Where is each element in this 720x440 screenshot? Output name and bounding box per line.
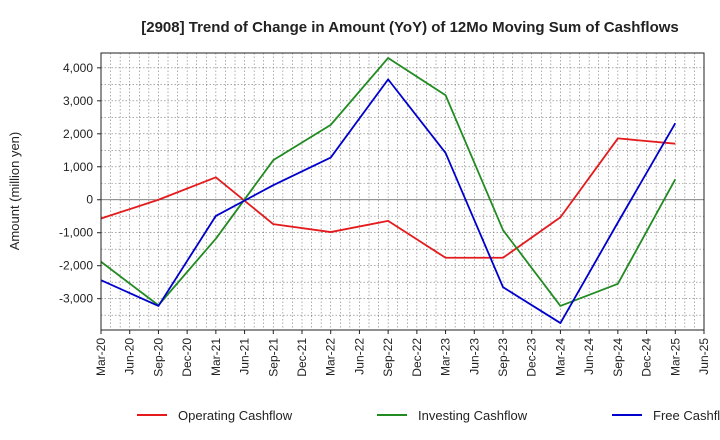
legend-label: Investing Cashflow — [418, 408, 528, 423]
x-tick-label: Jun-21 — [238, 338, 252, 375]
x-tick-label: Jun-25 — [697, 338, 711, 375]
x-tick-label: Dec-24 — [640, 338, 654, 377]
legend-label: Operating Cashflow — [178, 408, 293, 423]
x-tick-label: Jun-23 — [467, 338, 481, 375]
series-line-operating-cashflow — [100, 137, 676, 259]
plot-frame — [100, 52, 705, 331]
x-tick-label: Mar-24 — [553, 338, 567, 376]
legend: Operating Cashflow Investing Cashflow Free… — [137, 408, 720, 423]
x-tick-label: Sep-24 — [611, 338, 625, 377]
x-tick-label: Dec-21 — [295, 338, 309, 377]
x-tick-label: Mar-25 — [668, 338, 682, 376]
series-line-investing-cashflow — [100, 57, 677, 307]
chart-title: [2908] Trend of Change in Amount (YoY) o… — [141, 19, 679, 36]
x-tick-label: Dec-22 — [410, 338, 424, 377]
y-tick-label: 0 — [86, 193, 93, 207]
y-tick-label: -2,000 — [59, 259, 93, 273]
y-tick-label: 4,000 — [63, 61, 93, 75]
x-tick-label: Mar-23 — [439, 338, 453, 376]
x-tick-label: Mar-21 — [209, 338, 223, 376]
x-tick-label: Sep-22 — [381, 338, 395, 377]
grid-layer — [101, 53, 704, 330]
y-tick-label: 1,000 — [63, 160, 93, 174]
y-tick-labels: -3,000 -2,000 -1,000 0 1,000 2,000 3,000 4,000 — [59, 61, 101, 306]
y-tick-label: -3,000 — [59, 292, 93, 306]
y-axis-label: Amount (million yen) — [7, 132, 22, 251]
x-tick-label: Sep-23 — [496, 338, 510, 377]
y-tick-label: 2,000 — [63, 127, 93, 141]
series-line-free-cashflow — [100, 78, 677, 324]
x-tick-label: Jun-22 — [352, 338, 366, 375]
x-tick-label: Mar-20 — [94, 338, 108, 376]
y-tick-label: 3,000 — [63, 94, 93, 108]
x-tick-label: Sep-20 — [151, 338, 165, 377]
series-layer — [100, 57, 677, 324]
x-tick-label: Jun-24 — [582, 338, 596, 375]
x-tick-label: Sep-21 — [266, 338, 280, 377]
legend-label: Free Cashflow — [653, 408, 720, 423]
x-tick-labels: Mar-20 Jun-20 Sep-20 Dec-20 Mar-21 Jun-21 Sep-… — [94, 330, 711, 377]
x-tick-label: Mar-22 — [324, 338, 338, 376]
x-tick-label: Dec-20 — [180, 338, 194, 377]
x-tick-label: Dec-23 — [525, 338, 539, 377]
y-tick-label: -1,000 — [59, 226, 93, 240]
x-tick-label: Jun-20 — [123, 338, 137, 375]
